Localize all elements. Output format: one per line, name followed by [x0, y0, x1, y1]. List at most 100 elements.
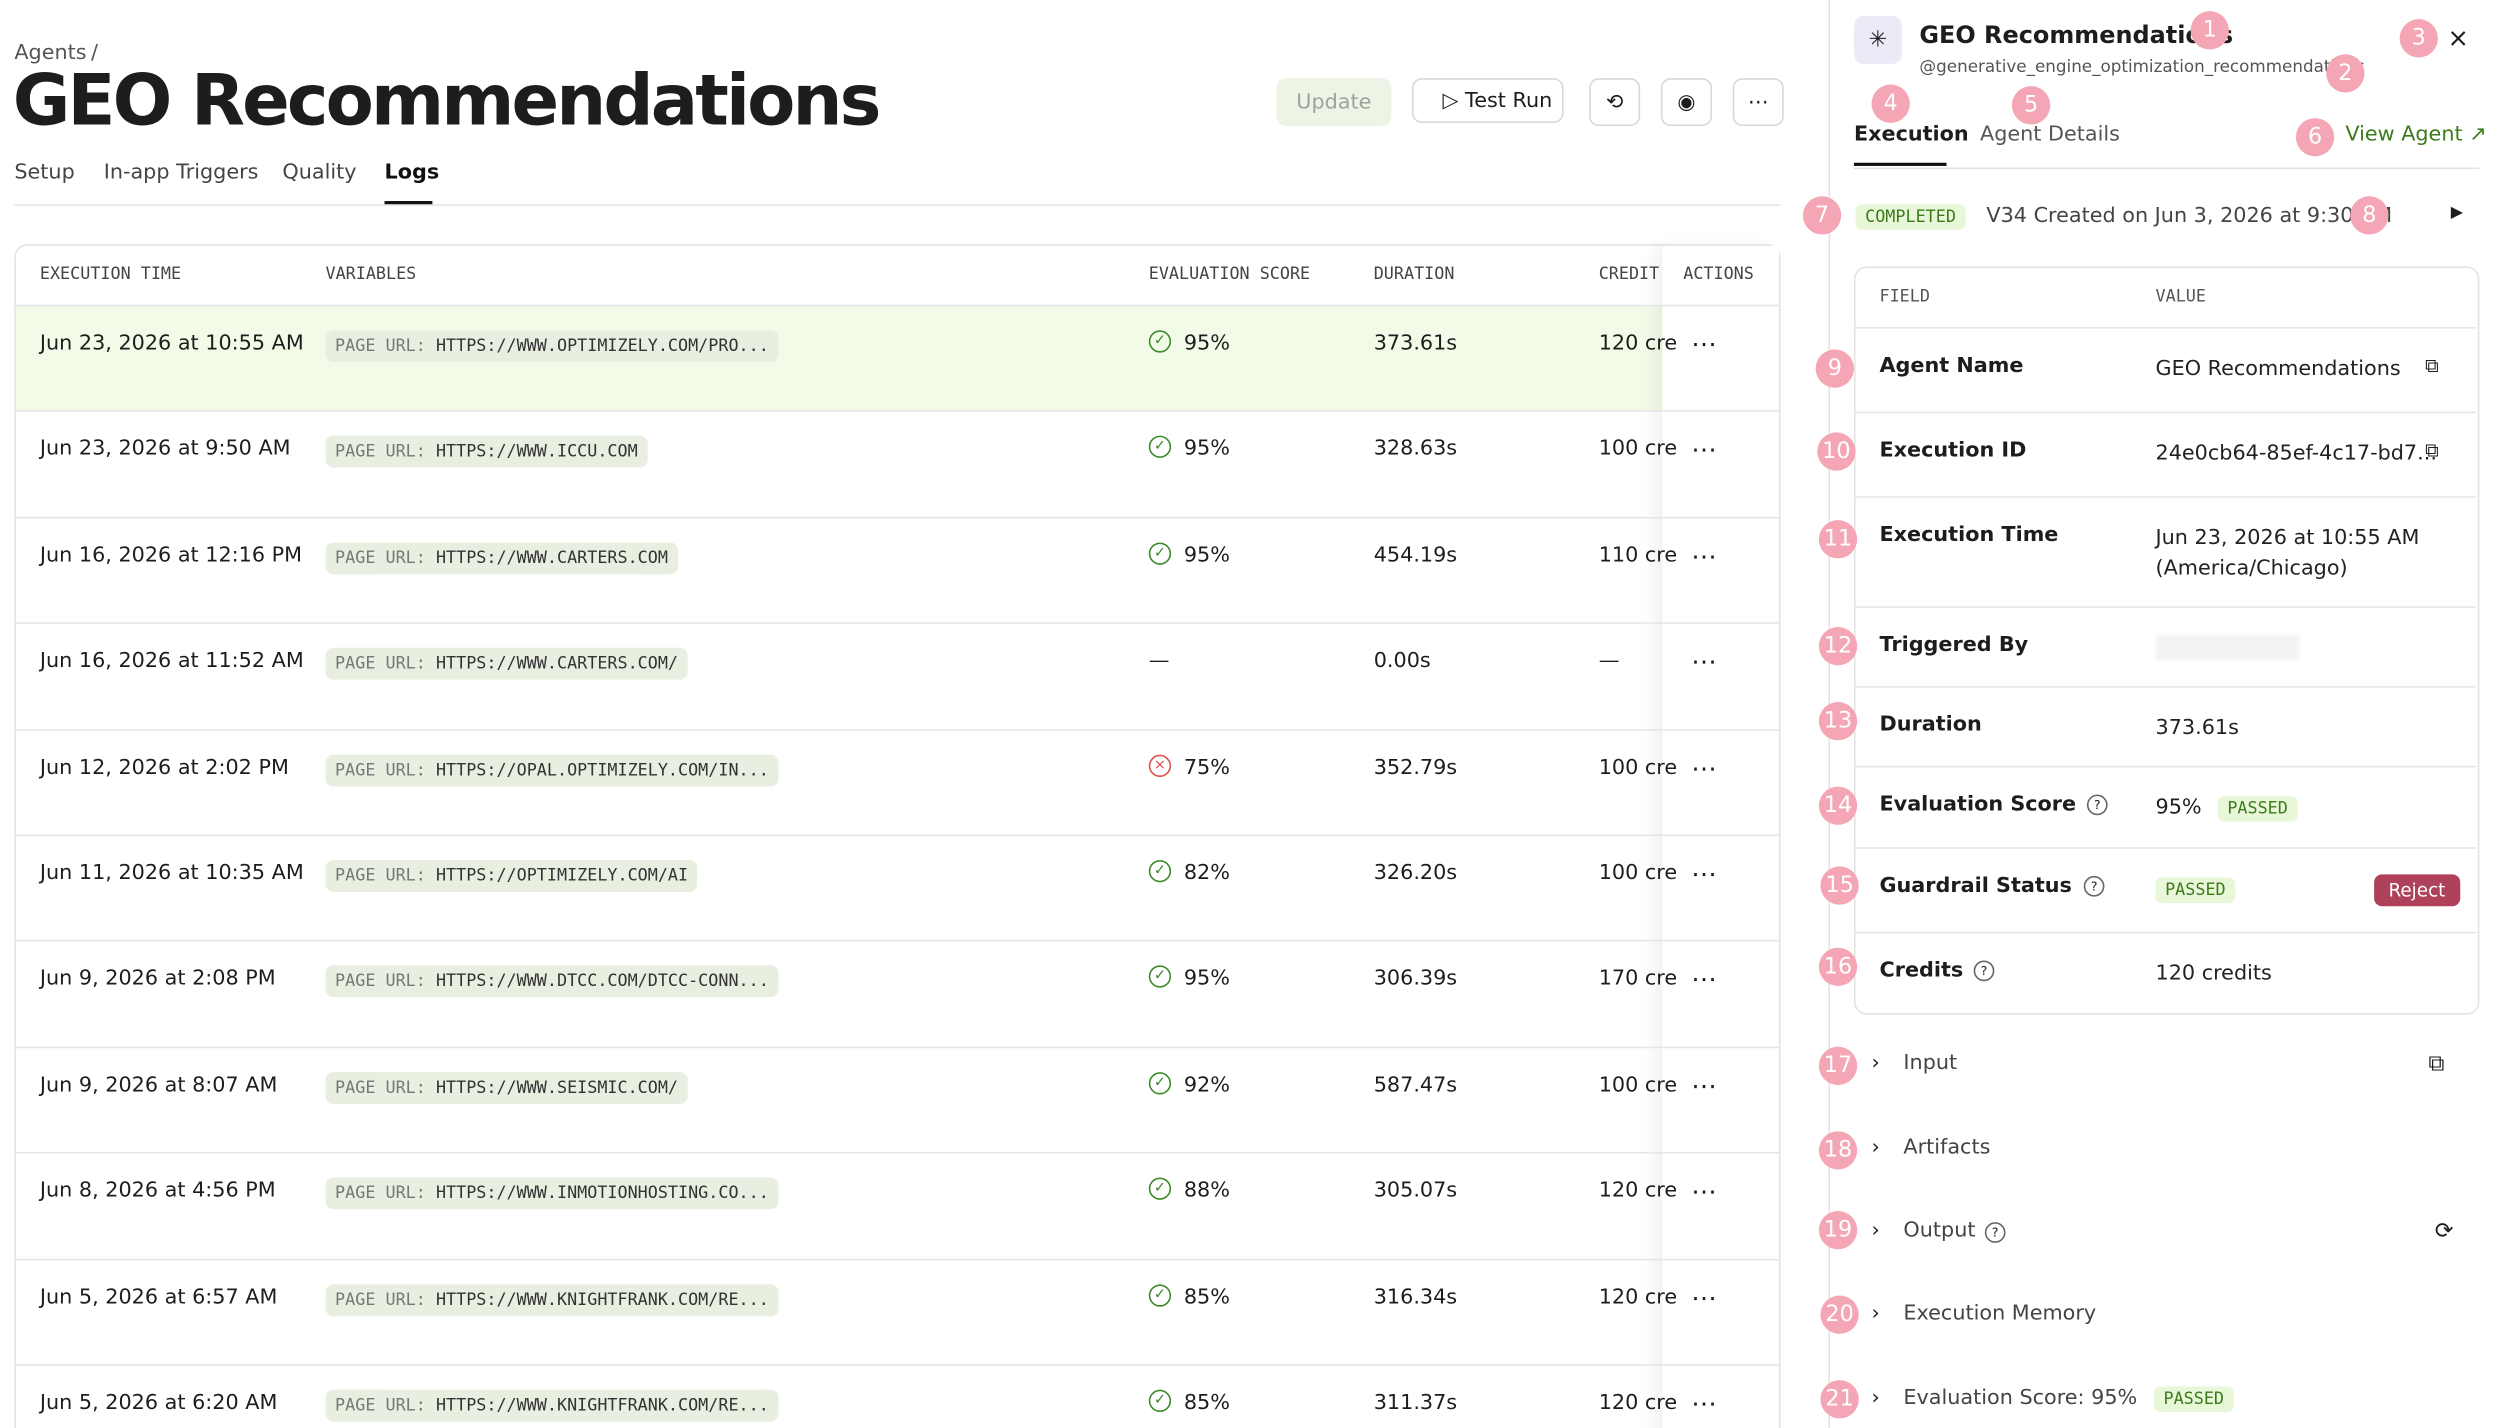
close-button[interactable]: ×	[2447, 22, 2469, 53]
tab[interactable]: In-app Triggers	[103, 161, 259, 186]
execution-time: Jun 16, 2026 at 12:16 PM	[39, 543, 303, 568]
view-agent-link[interactable]: View Agent ↗	[2345, 122, 2487, 147]
copy-icon[interactable]: ⧉	[2425, 438, 2439, 462]
annotation-marker: 12	[1818, 627, 1858, 666]
row-actions[interactable]: ⋯	[1691, 964, 1717, 995]
row-actions[interactable]: ⋯	[1691, 434, 1717, 465]
table-row[interactable]: Jun 9, 2026 at 2:08 PM PAGE URL: HTTPS://…	[14, 940, 1781, 1047]
copy-icon[interactable]: ⧉	[2428, 1051, 2445, 1077]
annotation-marker: 2	[2326, 54, 2365, 93]
row-actions[interactable]: ⋯	[1691, 1282, 1717, 1313]
section-label[interactable]: Execution Memory	[1903, 1301, 2097, 1326]
table-row[interactable]: Jun 9, 2026 at 8:07 AM PAGE URL: HTTPS://…	[14, 1046, 1781, 1153]
credits: —	[1598, 649, 1620, 674]
variable-name: PAGE URL:	[335, 760, 426, 780]
chevron[interactable]: ›	[1871, 1386, 1880, 1411]
preview-button[interactable]: ◉	[1660, 78, 1712, 127]
variable-pill: PAGE URL: HTTPS://WWW.KNIGHTFRANK.COM/RE…	[325, 1283, 779, 1316]
row-actions[interactable]: ⋯	[1691, 646, 1717, 677]
annotation-marker: 19	[1818, 1210, 1858, 1250]
table-row[interactable]: Jun 5, 2026 at 6:57 AM PAGE URL: HTTPS://…	[14, 1258, 1781, 1365]
update-button[interactable]: Update	[1276, 78, 1392, 127]
field-label: Execution Time	[1879, 523, 2059, 548]
table-row[interactable]: Jun 11, 2026 at 10:35 AM PAGE URL: HTTPS:…	[14, 834, 1781, 941]
table-row[interactable]: Jun 12, 2026 at 2:02 PM PAGE URL: HTTPS:/…	[14, 728, 1781, 835]
evaluation-score: 95%	[1183, 967, 1230, 992]
evaluation-score: —	[1148, 649, 1170, 674]
more-button[interactable]: ⋯	[1732, 78, 1784, 127]
row-actions[interactable]: ⋯	[1691, 1070, 1717, 1101]
table-row[interactable]: Jun 23, 2026 at 10:55 AM PAGE URL: HTTPS:…	[14, 304, 1781, 412]
section-label[interactable]: Input	[1903, 1051, 1958, 1076]
variable-pill: PAGE URL: HTTPS://WWW.DTCC.COM/DTCC-CONN…	[325, 965, 779, 998]
annotation-marker: 15	[1820, 866, 1859, 905]
row-actions[interactable]: ⋯	[1691, 858, 1717, 889]
table-row[interactable]: Jun 16, 2026 at 12:16 PM PAGE URL: HTTPS:…	[14, 516, 1781, 624]
execution-time: Jun 16, 2026 at 11:52 AM	[39, 649, 304, 674]
field-row: Agent Name GEO Recommendations ⧉	[1853, 327, 2477, 413]
variable-value: HTTPS://OPAL.OPTIMIZELY.COM/IN...	[435, 760, 769, 780]
chevron[interactable]: ›	[1871, 1301, 1880, 1326]
table-frame	[14, 244, 1781, 1428]
test-run-button[interactable]: ▷ Test Run	[1412, 78, 1564, 123]
section-label[interactable]: Artifacts	[1903, 1135, 1991, 1160]
history-button[interactable]: ⟲	[1589, 78, 1641, 127]
table-row[interactable]: Jun 5, 2026 at 6:20 AM PAGE URL: HTTPS://…	[14, 1364, 1781, 1428]
breadcrumb[interactable]: Agents	[14, 41, 87, 66]
credits: 120 cre	[1598, 1391, 1678, 1416]
variable-name: PAGE URL:	[335, 654, 426, 674]
field-row: Duration 373.61s	[1853, 686, 2477, 767]
table-row[interactable]: Jun 23, 2026 at 9:50 AM PAGE URL: HTTPS:/…	[14, 410, 1781, 518]
row-actions[interactable]: ⋯	[1691, 1388, 1717, 1419]
refresh-icon[interactable]: ⟳	[2434, 1218, 2454, 1245]
row-actions[interactable]: ⋯	[1691, 1176, 1717, 1207]
annotation-marker: 4	[1871, 84, 1910, 123]
section-label[interactable]: Evaluation Score: 95%	[1903, 1386, 2138, 1411]
evaluation-score: 82%	[1183, 861, 1230, 886]
chevron[interactable]: ›	[1871, 1051, 1880, 1076]
breadcrumb-sep: /	[90, 41, 98, 66]
tab[interactable]: Logs	[384, 161, 440, 186]
passed-badge: PASSED	[2217, 796, 2298, 822]
section-label[interactable]: Output	[1903, 1218, 1976, 1243]
credits: 100 cre	[1598, 437, 1678, 462]
agent-icon: ✳	[1853, 15, 1902, 64]
reject-button[interactable]: Reject	[2374, 874, 2460, 907]
annotation-marker: 3	[2399, 19, 2438, 58]
variable-pill: PAGE URL: HTTPS://WWW.OPTIMIZELY.COM/PRO…	[325, 330, 779, 363]
evaluation-score: 95%	[1183, 331, 1230, 356]
field-value: 24e0cb64-85ef-4c17-bd7...	[2155, 441, 2437, 466]
annotation-marker: 10	[1817, 432, 1856, 471]
tab[interactable]: Setup	[14, 161, 75, 186]
variable-value: HTTPS://OPTIMIZELY.COM/AI	[435, 866, 689, 886]
tab[interactable]: Quality	[282, 161, 357, 186]
field-label: Agent Name	[1879, 354, 2024, 379]
annotation-marker: 13	[1818, 702, 1858, 741]
row-actions[interactable]: ⋯	[1691, 540, 1717, 571]
credits: 120 cre	[1598, 1285, 1678, 1310]
duration: 316.34s	[1373, 1285, 1458, 1310]
field-label: Guardrail Status	[1879, 874, 2072, 899]
table-row[interactable]: Jun 16, 2026 at 11:52 AM PAGE URL: HTTPS:…	[14, 622, 1781, 730]
chevron[interactable]: ›	[1871, 1135, 1880, 1160]
table-row[interactable]: Jun 8, 2026 at 4:56 PM PAGE URL: HTTPS://…	[14, 1152, 1781, 1259]
expand-icon[interactable]: ▶	[2450, 204, 2463, 222]
row-actions[interactable]: ⋯	[1691, 752, 1717, 783]
copy-icon[interactable]: ⧉	[2425, 354, 2439, 377]
column-header: EXECUTION TIME	[39, 264, 182, 284]
evaluation-score: 92%	[1183, 1073, 1230, 1098]
score-icon: ✓	[1148, 330, 1172, 353]
page-title: GEO Recommendations	[12, 60, 882, 142]
row-actions[interactable]: ⋯	[1691, 328, 1717, 359]
passed-badge: PASSED	[2155, 877, 2236, 904]
variable-value: HTTPS://WWW.KNIGHTFRANK.COM/RE...	[435, 1396, 769, 1416]
chevron[interactable]: ›	[1871, 1218, 1880, 1243]
panel-tab[interactable]: Agent Details	[1980, 122, 2120, 147]
panel-tab[interactable]: Execution	[1853, 122, 1969, 147]
duration: 587.47s	[1373, 1073, 1458, 1098]
help-icon: ?	[1973, 960, 1995, 982]
version-text: V34 Created on Jun 3, 2026 at 9:30 AM	[1986, 204, 2393, 229]
variable-name: PAGE URL:	[335, 866, 426, 886]
